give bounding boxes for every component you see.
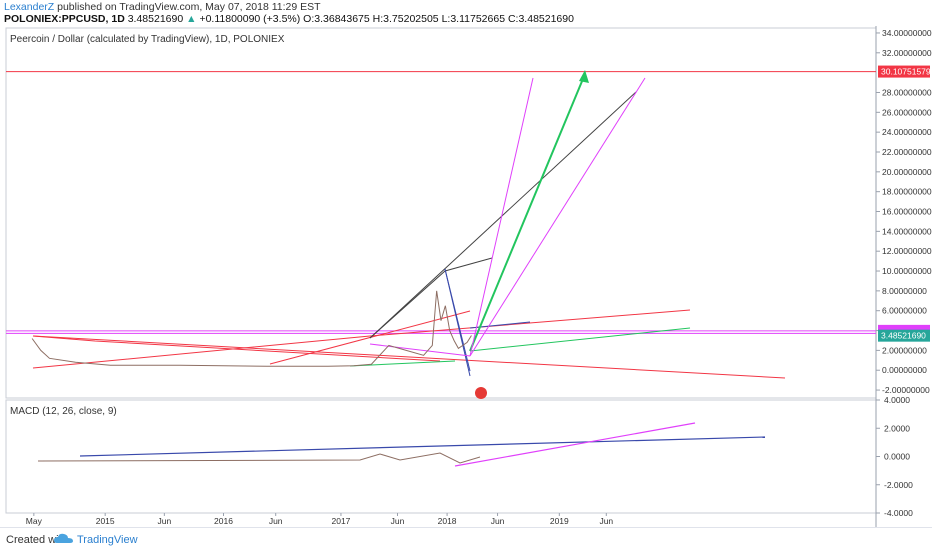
arrow-line-green	[469, 73, 586, 352]
macd-title: MACD (12, 26, close, 9)	[10, 406, 117, 417]
x-tick-label: Jun	[269, 516, 283, 526]
trend-line-blue	[444, 268, 471, 377]
price-label-text: 30.10751579	[881, 67, 931, 77]
x-tick-label: 2015	[96, 516, 115, 526]
macd-y-tick-label: 2.0000	[884, 423, 910, 433]
publish-line: LexanderZ published on TradingView.com, …	[4, 1, 321, 13]
y-tick-label: 14.00000000	[882, 226, 932, 236]
price-label-box	[878, 329, 930, 342]
close-label: C:	[507, 13, 519, 25]
y-tick-label: 28.00000000	[882, 87, 932, 97]
macd-y-tick-label: 0.0000	[884, 452, 910, 462]
tradingview-cloud-icon	[54, 533, 73, 543]
y-tick-label: 0.00000000	[882, 365, 927, 375]
macd-series-line	[37, 452, 481, 464]
x-tick-label: 2017	[331, 516, 350, 526]
y-tick-label: -2.00000000	[882, 385, 930, 395]
x-tick-label: Jun	[599, 516, 613, 526]
x-tick-label: Jun	[391, 516, 405, 526]
event-marker-icon	[475, 387, 487, 399]
macd-y-tick-label: -4.0000	[884, 508, 913, 518]
high-value: 3.75202505	[383, 13, 439, 25]
trend-line-red	[32, 335, 786, 379]
y-tick-label: 2.00000000	[882, 345, 927, 355]
y-tick-label: 32.00000000	[882, 48, 932, 58]
trend-line-green	[349, 360, 456, 367]
chart-title: Peercoin / Dollar (calculated by Trading…	[10, 34, 285, 45]
trend-line-magenta	[469, 77, 534, 357]
chart-canvas[interactable]: Peercoin / Dollar (calculated by Trading…	[0, 26, 932, 527]
high-label: H:	[372, 13, 384, 25]
macd-y-tick-label: 4.0000	[884, 395, 910, 405]
x-tick-label: Jun	[491, 516, 505, 526]
x-tick-label: 2018	[438, 516, 457, 526]
trend-line-magenta	[369, 343, 471, 357]
y-tick-label: 34.00000000	[882, 28, 932, 38]
price-series-line	[31, 290, 472, 367]
macd-trend-blue	[79, 436, 766, 457]
close-value: 3.48521690	[518, 13, 574, 25]
x-tick-label: 2016	[214, 516, 233, 526]
arrow-head-green	[579, 70, 589, 83]
y-tick-label: 10.00000000	[882, 266, 932, 276]
price-label-box	[878, 65, 930, 78]
open-value: 3.36843675	[314, 13, 370, 25]
y-tick-label: 6.00000000	[882, 306, 927, 316]
macd-pane	[5, 399, 877, 514]
price-label-text: 3.48521690	[881, 331, 926, 341]
author-link[interactable]: LexanderZ	[4, 1, 55, 13]
price-pane	[5, 27, 877, 399]
created-with-text: Created with	[6, 534, 68, 546]
trend-line-red	[32, 309, 691, 369]
y-tick-label: 20.00000000	[882, 167, 932, 177]
x-tick-label: Jun	[157, 516, 171, 526]
price-change: +0.11800090 (+3.5%)	[199, 13, 301, 25]
trend-line-red	[32, 335, 441, 362]
chart-header: LexanderZ published on TradingView.com, …	[0, 0, 932, 26]
low-label: L:	[441, 13, 451, 25]
y-tick-label: 12.00000000	[882, 246, 932, 256]
trend-line-green	[469, 327, 691, 352]
y-tick-label: 18.00000000	[882, 187, 932, 197]
open-label: O:	[303, 13, 315, 25]
y-tick-label: 24.00000000	[882, 127, 932, 137]
last-price: 3.48521690	[127, 13, 184, 25]
x-tick-label: 2019	[550, 516, 569, 526]
y-tick-label: 22.00000000	[882, 147, 932, 157]
trend-line-magenta	[469, 77, 646, 357]
y-tick-label: 16.00000000	[882, 207, 932, 217]
low-value: 3.11752665	[450, 13, 506, 25]
published-text: published on TradingView.com, May 07, 20…	[54, 1, 321, 13]
tradingview-brand[interactable]: TradingView	[77, 534, 138, 546]
macd-y-tick-label: -2.0000	[884, 480, 913, 490]
ohlc-line: POLONIEX:PPCUSD, 1D 3.48521690 ▲ +0.1180…	[4, 13, 574, 25]
up-triangle-icon: ▲	[186, 13, 197, 25]
x-tick-label: May	[26, 516, 43, 526]
trend-line-black	[369, 91, 637, 339]
y-tick-label: 8.00000000	[882, 286, 927, 296]
macd-trend-magenta	[454, 422, 696, 467]
y-tick-label: 26.00000000	[882, 107, 932, 117]
footer: Created with TradingView	[0, 527, 932, 551]
symbol-label: POLONIEX:PPCUSD, 1D	[4, 13, 125, 25]
